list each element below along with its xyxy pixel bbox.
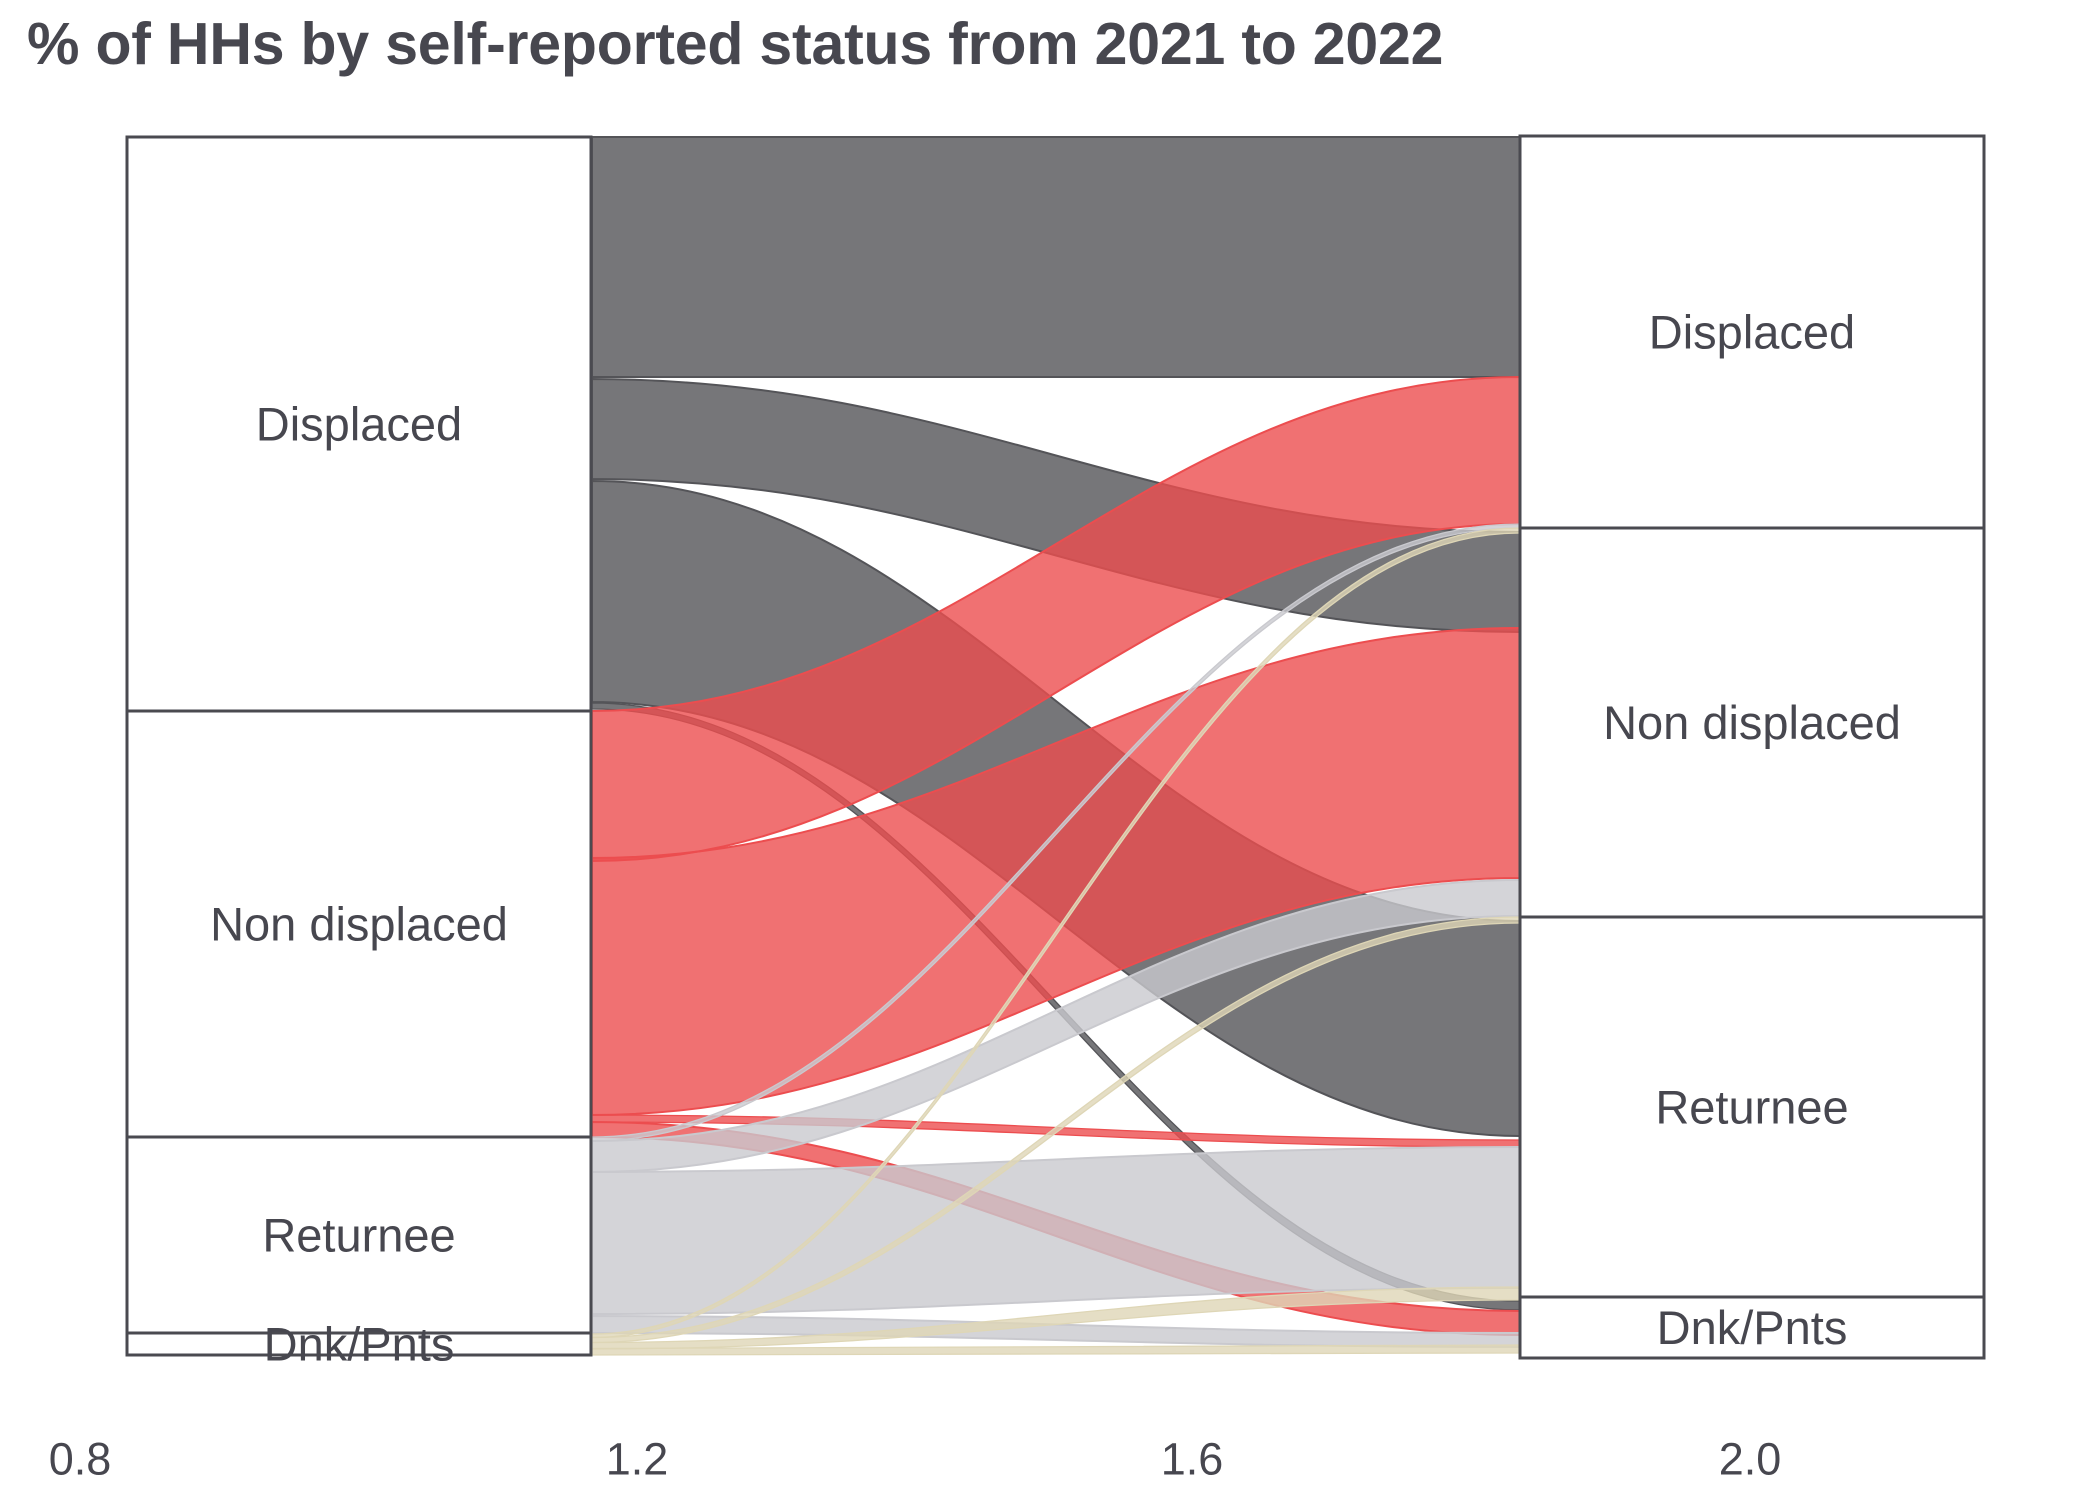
svg-text:Dnk/Pnts: Dnk/Pnts [264, 1318, 455, 1371]
svg-text:Non displaced: Non displaced [1603, 696, 1901, 749]
svg-text:Non displaced: Non displaced [210, 898, 508, 951]
svg-text:2.0: 2.0 [1719, 1434, 1782, 1485]
svg-text:Returnee: Returnee [1655, 1081, 1848, 1134]
svg-text:Dnk/Pnts: Dnk/Pnts [1657, 1301, 1848, 1354]
svg-text:Returnee: Returnee [262, 1209, 455, 1262]
svg-text:0.8: 0.8 [49, 1434, 112, 1485]
svg-text:Displaced: Displaced [1649, 306, 1855, 359]
svg-text:Displaced: Displaced [256, 398, 462, 451]
svg-text:1.2: 1.2 [606, 1434, 669, 1485]
svg-text:1.6: 1.6 [1161, 1434, 1224, 1485]
